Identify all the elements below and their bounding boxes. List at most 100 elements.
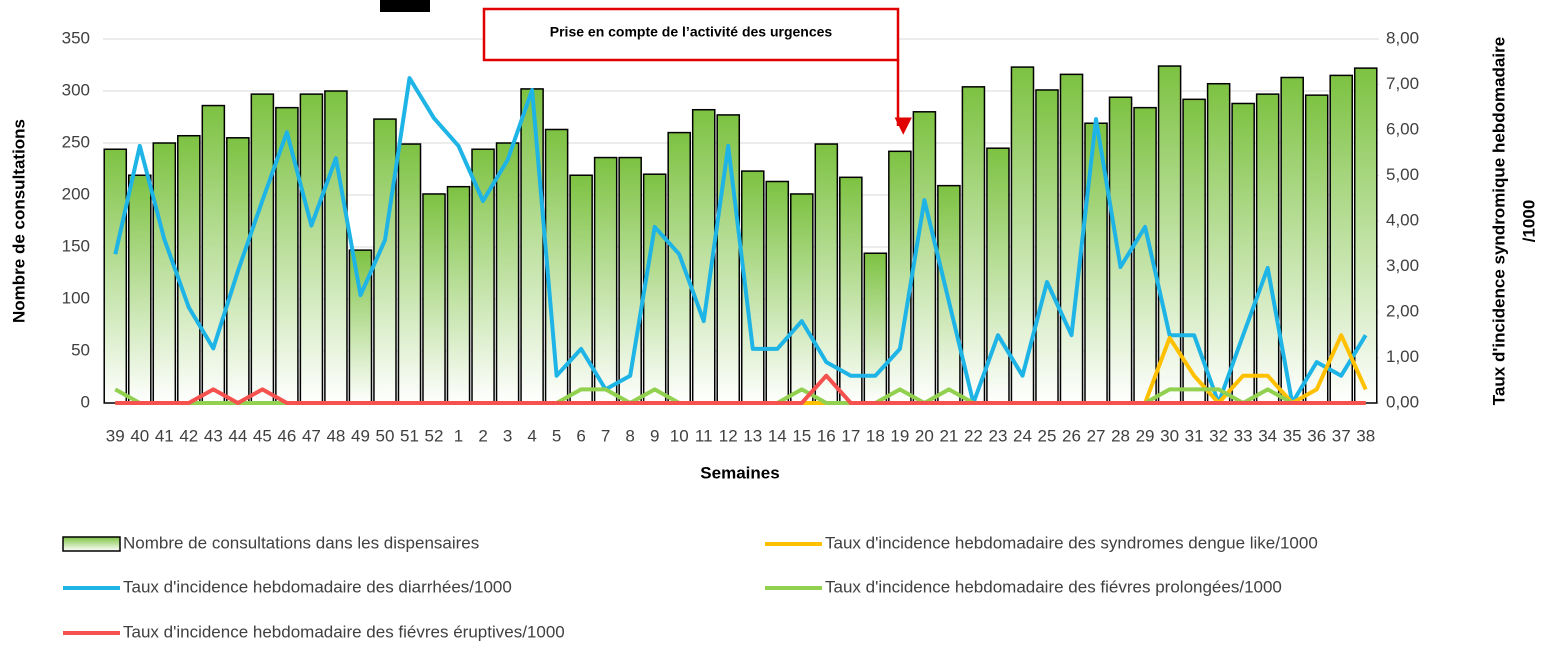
bar — [152, 142, 177, 404]
y2-tick-label: 1,00 — [1386, 347, 1419, 366]
bar — [1353, 67, 1378, 404]
y2-axis-title: Taux d'incidence syndromique hebdomadair… — [1489, 37, 1508, 405]
y-tick-label: 100 — [62, 288, 90, 307]
y-tick-label: 200 — [62, 184, 90, 203]
x-tick-label: 19 — [890, 426, 909, 445]
x-tick-label: 7 — [601, 426, 610, 445]
x-tick-label: 40 — [130, 426, 149, 445]
bar — [765, 180, 790, 404]
y-tick-label: 350 — [62, 28, 90, 47]
bar — [446, 185, 471, 404]
bar — [642, 173, 667, 404]
x-tick-label: 25 — [1038, 426, 1057, 445]
x-tick-label: 43 — [204, 426, 223, 445]
x-tick-label: 37 — [1332, 426, 1351, 445]
bar — [863, 252, 888, 404]
x-tick-label: 41 — [155, 426, 174, 445]
x-tick-label: 12 — [719, 426, 738, 445]
x-tick-label: 34 — [1258, 426, 1277, 445]
x-tick-label: 45 — [253, 426, 272, 445]
bar — [250, 93, 275, 404]
x-tick-label: 44 — [228, 426, 247, 445]
x-tick-label: 8 — [625, 426, 634, 445]
x-tick-label: 4 — [527, 426, 536, 445]
bar — [667, 131, 691, 404]
x-tick-label: 2 — [478, 426, 487, 445]
x-tick-label: 31 — [1185, 426, 1204, 445]
x-tick-label: 47 — [302, 426, 321, 445]
bar — [1108, 96, 1133, 404]
x-tick-label: 6 — [576, 426, 585, 445]
x-tick-label: 30 — [1160, 426, 1179, 445]
legend-label: Taux d'incidence hebdomadaire des fiévre… — [825, 577, 1282, 596]
x-tick-label: 49 — [351, 426, 370, 445]
bar — [520, 88, 544, 404]
bar — [961, 86, 986, 404]
y2-tick-label: 0,00 — [1386, 392, 1419, 411]
x-tick-label: 17 — [841, 426, 860, 445]
x-tick-label: 27 — [1087, 426, 1106, 445]
x-tick-label: 16 — [817, 426, 836, 445]
bar — [1059, 73, 1084, 404]
y2-tick-label: 2,00 — [1386, 301, 1419, 320]
x-tick-label: 3 — [503, 426, 512, 445]
x-axis-title: Semaines — [700, 463, 779, 482]
bar — [299, 93, 324, 404]
bar — [593, 156, 618, 404]
legend-swatch — [62, 536, 121, 552]
x-tick-label: 9 — [650, 426, 659, 445]
bar — [127, 174, 152, 404]
legend-label: Taux d'incidence hebdomadaire des diarrh… — [123, 577, 512, 596]
x-tick-label: 39 — [106, 426, 125, 445]
x-tick-label: 18 — [866, 426, 885, 445]
legend-label: Taux d'incidence hebdomadaire des syndro… — [825, 533, 1318, 552]
x-tick-label: 21 — [939, 426, 958, 445]
y-tick-label: 0 — [81, 392, 90, 411]
x-tick-label: 42 — [179, 426, 198, 445]
x-tick-label: 28 — [1111, 426, 1130, 445]
legend-label: Nombre de consultations dans les dispens… — [123, 533, 479, 552]
x-tick-label: 52 — [425, 426, 444, 445]
line-series — [113, 76, 1368, 405]
bar — [397, 143, 422, 404]
bar — [569, 174, 593, 404]
y-tick-label: 150 — [62, 236, 90, 255]
x-tick-label: 5 — [552, 426, 561, 445]
bar — [422, 193, 446, 404]
y2-tick-label: 8,00 — [1386, 28, 1419, 47]
y2-tick-label: 7,00 — [1386, 74, 1419, 93]
bar — [888, 150, 912, 404]
y-tick-label: 300 — [62, 80, 90, 99]
y-axis-title: Nombre de consultations — [9, 119, 28, 323]
bar — [495, 142, 520, 404]
legend-label: Taux d'incidence hebdomadaire des fiévre… — [123, 622, 565, 641]
x-tick-label: 1 — [454, 426, 463, 445]
x-tick-label: 23 — [988, 426, 1007, 445]
x-tick-label: 26 — [1062, 426, 1081, 445]
annotation: Prise en compte de l’activité des urgenc… — [550, 24, 833, 40]
x-tick-label: 50 — [376, 426, 395, 445]
clipped-shape — [380, 0, 430, 12]
y-tick-label: 50 — [71, 340, 90, 359]
y2-tick-label: 6,00 — [1386, 119, 1419, 138]
x-tick-label: 11 — [695, 426, 713, 445]
x-tick-label: 15 — [792, 426, 811, 445]
x-tick-label: 38 — [1356, 426, 1375, 445]
bar — [1206, 82, 1231, 404]
y2-tick-label: 4,00 — [1386, 210, 1419, 229]
line-series — [115, 373, 1366, 405]
x-tick-label: 33 — [1234, 426, 1253, 445]
x-tick-label: 13 — [743, 426, 762, 445]
x-tick-label: 20 — [915, 426, 934, 445]
x-tick-label: 35 — [1283, 426, 1302, 445]
x-tick-label: 22 — [964, 426, 983, 445]
bar — [790, 193, 814, 404]
x-tick-label: 46 — [277, 426, 296, 445]
x-tick-label: 36 — [1307, 426, 1326, 445]
x-tick-label: 32 — [1209, 426, 1228, 445]
y2-tick-label: 5,00 — [1386, 165, 1419, 184]
x-tick-label: 51 — [400, 426, 419, 445]
x-tick-label: 48 — [326, 426, 345, 445]
bar — [1304, 94, 1329, 404]
